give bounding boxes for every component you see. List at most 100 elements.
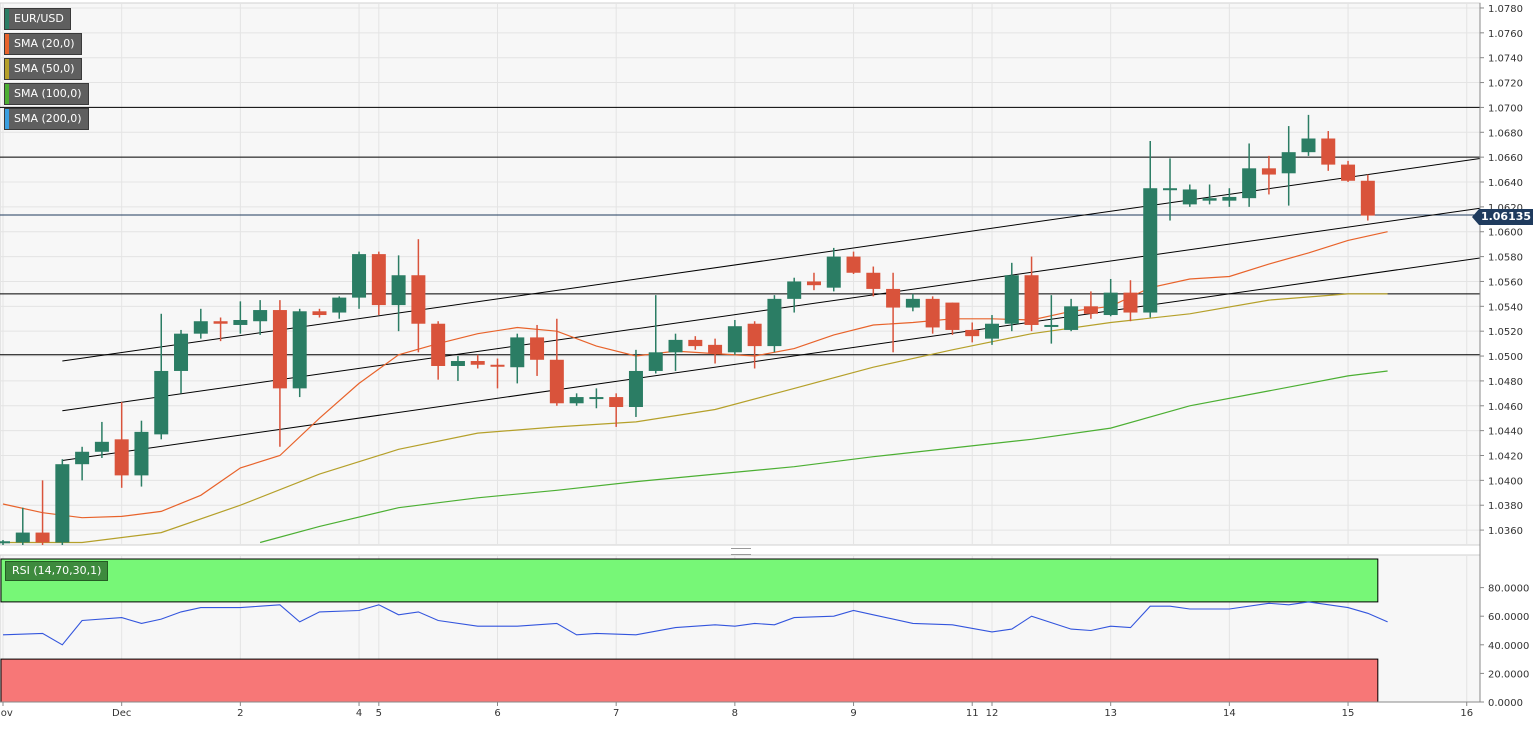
rsi-tick-label: 0.0000: [1488, 698, 1523, 709]
price-tick-label: 1.0380: [1488, 501, 1523, 512]
price-tick-label: 1.0600: [1488, 228, 1523, 239]
price-tick-label: 1.0560: [1488, 277, 1523, 288]
candle-body: [1044, 324, 1059, 327]
candle-body: [134, 431, 149, 476]
candle-body: [292, 311, 307, 389]
candle-body: [648, 352, 663, 371]
candle-body: [787, 281, 802, 299]
candle-body: [589, 397, 604, 400]
legend-item-sma200[interactable]: SMA (200,0): [4, 108, 89, 130]
candle-body: [1261, 168, 1276, 175]
legend-item-sma20[interactable]: SMA (20,0): [4, 33, 82, 55]
pane-splitter[interactable]: [731, 548, 751, 555]
time-tick-label: 8: [732, 708, 738, 719]
candle-body: [1143, 188, 1158, 313]
price-tick-label: 1.0400: [1488, 476, 1523, 487]
time-tick-label: 11: [966, 708, 979, 719]
main-pane-background: [0, 2, 1481, 546]
sma100-line: [259, 370, 1388, 544]
candle-body: [866, 272, 881, 289]
candle-body: [114, 439, 129, 476]
candle-body: [1083, 306, 1098, 314]
candle-body: [727, 326, 742, 353]
last-price-tag: 1.06135: [1472, 209, 1533, 225]
candle-body: [569, 397, 584, 404]
time-tick-label: 4: [356, 708, 362, 719]
rsi-tick-label: 80.0000: [1488, 584, 1529, 595]
legend-item-symbol[interactable]: EUR/USD: [4, 8, 71, 30]
price-tick-label: 1.0480: [1488, 377, 1523, 388]
price-tick-label: 1.0760: [1488, 29, 1523, 40]
rsi-tick-label: 60.0000: [1488, 612, 1529, 623]
candle-body: [94, 441, 109, 452]
candle-body: [1360, 180, 1375, 216]
time-tick-label: 16: [1460, 708, 1473, 719]
candle-body: [1064, 306, 1079, 330]
candle-body: [628, 370, 643, 408]
candle-body: [75, 451, 90, 465]
sma200-swatch: [5, 109, 9, 129]
candle-body: [1242, 168, 1257, 199]
sma50-swatch: [5, 59, 9, 79]
candle-body: [411, 275, 426, 324]
candle-body: [391, 275, 406, 306]
legend-item-sma50[interactable]: SMA (50,0): [4, 58, 82, 80]
candle-body: [35, 532, 50, 543]
candle-body: [1222, 196, 1237, 201]
legend-item-sma100[interactable]: SMA (100,0): [4, 83, 89, 105]
time-tick-label: 12: [986, 708, 999, 719]
candle-body: [1321, 138, 1336, 165]
candle-body: [154, 370, 169, 435]
candle-body: [272, 310, 287, 389]
time-tick-label: 6: [494, 708, 500, 719]
price-tick-label: 1.0520: [1488, 327, 1523, 338]
channel-trendline: [62, 207, 1480, 412]
channel-trendline: [62, 158, 1480, 362]
price-tick-label: 1.0680: [1488, 128, 1523, 139]
candle-body: [213, 321, 228, 324]
candle-body: [1202, 198, 1217, 201]
price-tick-label: 1.0500: [1488, 352, 1523, 363]
channel-trendline: [62, 257, 1480, 461]
candle-body: [490, 364, 505, 367]
candle-body: [965, 329, 980, 337]
time-tick-label: 13: [1104, 708, 1117, 719]
candle-body: [1281, 152, 1296, 174]
candle-body: [945, 302, 960, 330]
candle-body: [55, 464, 70, 543]
price-tick-label: 1.0780: [1488, 4, 1523, 15]
price-tick-label: 1.0660: [1488, 153, 1523, 164]
candle-body: [450, 361, 465, 366]
sma200-label: SMA (200,0): [14, 112, 82, 125]
rsi-tick-label: 40.0000: [1488, 641, 1529, 652]
price-tick-label: 1.0360: [1488, 526, 1523, 537]
indicator-legend: EUR/USD SMA (20,0) SMA (50,0) SMA (100,0…: [4, 8, 89, 130]
candle-body: [1163, 188, 1178, 191]
rsi-indicator-label[interactable]: RSI (14,70,30,1): [5, 561, 109, 581]
candle-body: [985, 323, 999, 339]
candle-body: [668, 339, 683, 353]
rsi-overbought-zone: [0, 558, 1379, 603]
symbol-swatch: [5, 9, 9, 29]
price-tick-label: 1.0420: [1488, 451, 1523, 462]
sma50-line: [3, 293, 1388, 544]
candle-body: [747, 323, 762, 347]
candle-body: [0, 541, 10, 544]
candle-body: [193, 321, 208, 334]
rsi-line: [2, 601, 1388, 646]
time-tick-label: 15: [1342, 708, 1355, 719]
candle-body: [886, 288, 901, 308]
price-tick-label: 1.0740: [1488, 54, 1523, 65]
price-tick-label: 1.0440: [1488, 427, 1523, 438]
price-tick-label: 1.0460: [1488, 402, 1523, 413]
time-tick-label: 9: [850, 708, 856, 719]
sma100-label: SMA (100,0): [14, 87, 82, 100]
candle-body: [688, 339, 703, 347]
price-tick-label: 1.0700: [1488, 103, 1523, 114]
price-tick-label: 1.0720: [1488, 79, 1523, 90]
candle-body: [233, 319, 248, 325]
price-tick-label: 1.0580: [1488, 253, 1523, 264]
candle-body: [253, 310, 268, 322]
